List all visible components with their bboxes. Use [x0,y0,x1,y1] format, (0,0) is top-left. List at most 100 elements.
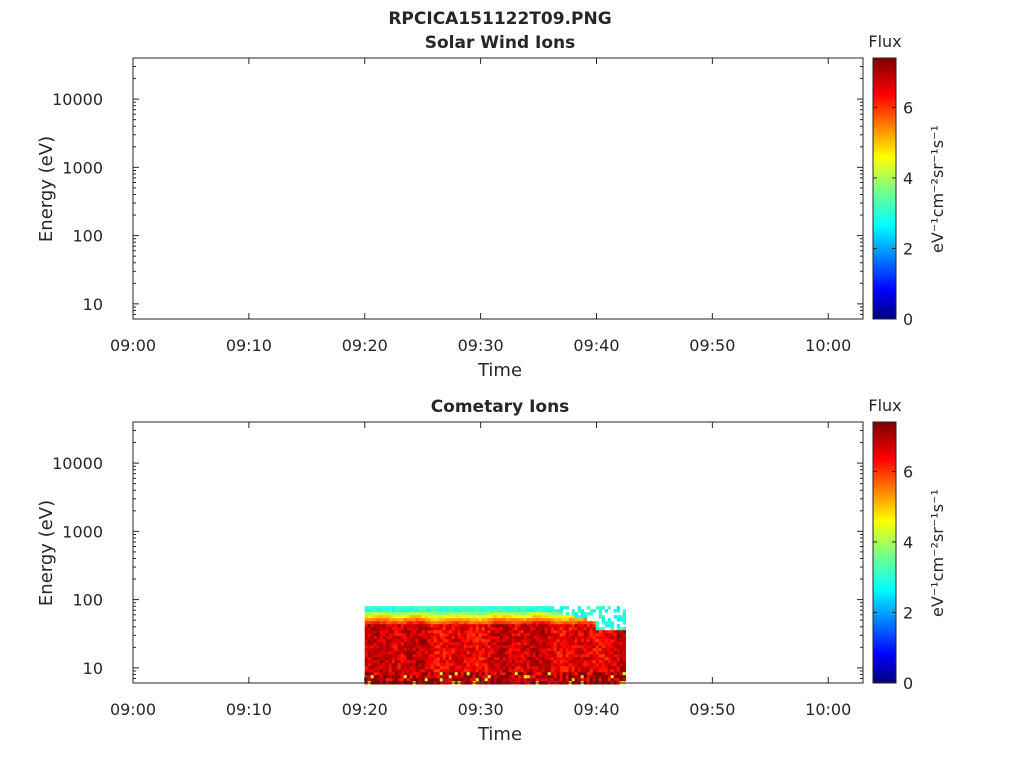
spectrogram-cell [562,660,566,664]
spectrogram-cell [580,675,584,679]
spectrogram-cell [565,639,569,643]
spectrogram-cell [559,663,563,667]
x-tick-label: 09:10 [226,336,272,355]
spectrogram-cell [583,642,587,646]
spectrogram-cell [538,660,542,664]
spectrogram-cell [619,639,623,643]
spectrogram-cell [622,642,626,646]
colorbar-tick-label: 6 [903,462,913,481]
spectrogram-cell [508,648,512,652]
spectrogram-cell [454,621,458,625]
spectrogram-cell [460,657,464,661]
spectrogram-cell [472,654,476,658]
spectrogram-cell [448,651,452,655]
spectrogram-cell [562,639,566,643]
spectrogram-cell [505,639,509,643]
spectrogram-cell [571,678,575,682]
spectrogram-cell [565,621,569,625]
spectrogram-cell [580,663,584,667]
spectrogram-cell [463,627,467,631]
colorbar-frame [872,57,897,320]
spectrogram-cell [454,630,458,634]
spectrogram-cell [607,651,611,655]
spectrogram-cell [382,642,386,646]
spectrogram-cell [466,624,470,628]
spectrogram-cell [493,660,497,664]
spectrogram-cell [448,621,452,625]
spectrogram-cell [433,663,437,667]
spectrogram-cell [475,675,479,679]
spectrogram-cell [541,639,545,643]
spectrogram-cell [406,606,410,610]
spectrogram-cell [577,639,581,643]
y-tick-label: 1000 [62,158,103,177]
spectrogram-cell [604,645,608,649]
spectrogram-cell [373,675,377,679]
spectrogram-cell [535,630,539,634]
spectrogram-cell [520,639,524,643]
spectrogram-cell [487,639,491,643]
spectrogram-cell [388,675,392,679]
spectrogram-cell [460,672,464,676]
spectrogram-cell [454,648,458,652]
spectrogram-cell [574,624,578,628]
spectrogram-cell [580,639,584,643]
spectrogram-cell [379,672,383,676]
spectrogram-cell [622,678,626,682]
spectrogram-cell [427,648,431,652]
spectrogram-cell [610,669,614,673]
spectrogram-cell [367,636,371,640]
spectrogram-cell [562,642,566,646]
spectrogram-cell [553,642,557,646]
spectrogram-cell [538,651,542,655]
spectrogram-cell [376,627,380,631]
spectrogram-cell [367,648,371,652]
spectrogram-cell [451,642,455,646]
spectrogram-cell [373,657,377,661]
spectrogram-cell [511,612,515,616]
spectrogram-cell [487,666,491,670]
spectrogram-cell [364,615,368,619]
spectrogram-cell [502,657,506,661]
spectrogram-cell [544,618,548,622]
spectrogram-cell [427,669,431,673]
spectrogram-cell [457,624,461,628]
spectrogram-cell [586,648,590,652]
spectrogram-cell [490,663,494,667]
spectrogram-cell [421,669,425,673]
spectrogram-cell [436,675,440,679]
spectrogram-cell [526,663,530,667]
spectrogram-cell [451,669,455,673]
spectrogram-cell [388,654,392,658]
spectrogram-cell [448,624,452,628]
spectrogram-cell [580,642,584,646]
spectrogram-cell [592,630,596,634]
spectrogram-cell [523,651,527,655]
spectrogram-cell [589,642,593,646]
spectrogram-cell [613,630,617,634]
spectrogram-cell [484,678,488,682]
spectrogram-cell [616,642,620,646]
spectrogram-cell [514,630,518,634]
spectrogram-cell [478,627,482,631]
spectrogram-cell [460,630,464,634]
spectrogram-cell [451,627,455,631]
spectrogram-cell [427,636,431,640]
spectrogram-cell [610,627,614,631]
spectrogram-cell [469,672,473,676]
spectrogram-cell [379,645,383,649]
spectrogram-cell [484,663,488,667]
spectrogram-cell [583,627,587,631]
spectrogram-cell [550,660,554,664]
spectrogram-cell [424,621,428,625]
spectrogram-cell [484,675,488,679]
spectrogram-cell [397,609,401,613]
spectrogram-cell [499,615,503,619]
spectrogram-cell [415,615,419,619]
spectrogram-cell [430,642,434,646]
spectrogram-cell [520,609,524,613]
spectrogram-cell [610,630,614,634]
spectrogram-cell [499,624,503,628]
spectrogram-cell [508,618,512,622]
